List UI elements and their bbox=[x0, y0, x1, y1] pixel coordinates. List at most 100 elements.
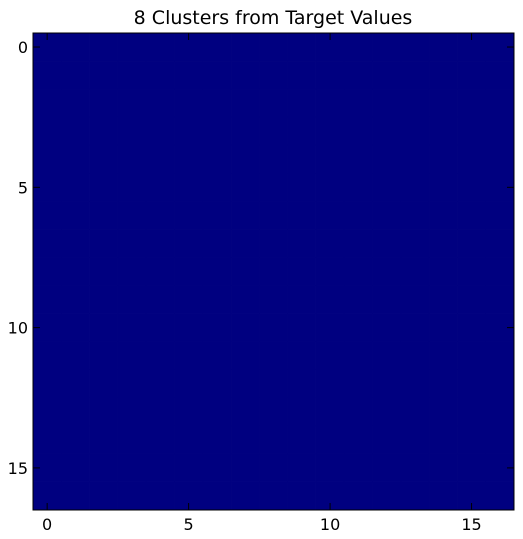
heatmap-cell bbox=[61, 144, 90, 174]
heatmap-cell bbox=[457, 201, 486, 230]
heatmap-cell bbox=[32, 116, 62, 146]
heatmap-cell bbox=[372, 425, 402, 455]
heatmap-cell bbox=[202, 285, 232, 314]
heatmap-cell bbox=[315, 60, 345, 90]
heatmap-cell bbox=[117, 201, 147, 230]
heatmap-cell bbox=[287, 116, 317, 146]
heatmap-cell bbox=[315, 173, 345, 202]
heatmap-cell bbox=[485, 201, 515, 230]
heatmap-cell bbox=[61, 425, 90, 455]
heatmap-cell bbox=[174, 285, 204, 314]
heatmap-cell bbox=[202, 88, 232, 118]
heatmap-cell bbox=[61, 173, 90, 202]
heatmap-cell bbox=[117, 341, 147, 370]
heatmap-cell bbox=[287, 144, 317, 174]
heatmap-cell bbox=[202, 32, 232, 62]
heatmap-cell bbox=[145, 60, 175, 90]
heatmap-cell bbox=[202, 341, 232, 370]
axis-tick-labels: 0 5 10 15 0 5 10 15 bbox=[8, 38, 482, 534]
heatmap-cell bbox=[202, 201, 232, 230]
heatmap-cell bbox=[400, 257, 430, 286]
heatmap-cell bbox=[287, 341, 317, 370]
heatmap-cell bbox=[428, 313, 458, 342]
heatmap-cell bbox=[174, 397, 204, 427]
heatmap-cell bbox=[32, 369, 62, 399]
heatmap-cell bbox=[117, 369, 147, 399]
heatmap-cell bbox=[287, 425, 317, 455]
heatmap-cell bbox=[400, 341, 430, 370]
heatmap-cell bbox=[457, 60, 486, 90]
heatmap-cell bbox=[32, 229, 62, 258]
heatmap-cell bbox=[202, 397, 232, 427]
heatmap-cell bbox=[315, 229, 345, 258]
heatmap-cell bbox=[400, 88, 430, 118]
heatmap-cell bbox=[343, 285, 373, 314]
heatmap-cell bbox=[315, 88, 345, 118]
heatmap-cell bbox=[457, 397, 486, 427]
heatmap-cell bbox=[343, 257, 373, 286]
heatmap-cell bbox=[287, 201, 317, 230]
heatmap-cell bbox=[117, 144, 147, 174]
heatmap-cell bbox=[230, 116, 260, 146]
heatmap-cell bbox=[287, 453, 317, 483]
heatmap-cell bbox=[61, 257, 90, 286]
heatmap-cell bbox=[428, 201, 458, 230]
heatmap-cell bbox=[259, 201, 288, 230]
heatmap-cell bbox=[174, 453, 204, 483]
heatmap-cell bbox=[287, 32, 317, 62]
heatmap-cell bbox=[89, 481, 119, 511]
x-axis-tick-label: 0 bbox=[42, 515, 52, 534]
heatmap-cell bbox=[202, 60, 232, 90]
heatmap-cell bbox=[61, 229, 90, 258]
heatmap-cell bbox=[485, 116, 515, 146]
heatmap-cell bbox=[145, 116, 175, 146]
heatmap-cell bbox=[428, 369, 458, 399]
heatmap-cell bbox=[400, 60, 430, 90]
heatmap-cell bbox=[61, 88, 90, 118]
heatmap-cell bbox=[61, 397, 90, 427]
heatmap-cell bbox=[89, 257, 119, 286]
heatmap-cell bbox=[174, 144, 204, 174]
heatmap-cell bbox=[89, 313, 119, 342]
heatmap-cell bbox=[117, 116, 147, 146]
heatmap-cell bbox=[202, 481, 232, 511]
heatmap-cell bbox=[485, 397, 515, 427]
heatmap-cell bbox=[117, 229, 147, 258]
heatmap-cell bbox=[485, 369, 515, 399]
heatmap-cell bbox=[32, 88, 62, 118]
heatmap-cell bbox=[202, 425, 232, 455]
heatmap-cell bbox=[32, 397, 62, 427]
heatmap-cell bbox=[457, 453, 486, 483]
heatmap-cell bbox=[89, 88, 119, 118]
heatmap-cell bbox=[259, 453, 288, 483]
heatmap-cell bbox=[457, 285, 486, 314]
heatmap-cell bbox=[89, 60, 119, 90]
heatmap-cell bbox=[230, 144, 260, 174]
heatmap-cell bbox=[400, 144, 430, 174]
heatmap-cell bbox=[372, 60, 402, 90]
heatmap-cell bbox=[485, 341, 515, 370]
heatmap-cell bbox=[287, 60, 317, 90]
heatmap-cell bbox=[372, 369, 402, 399]
heatmap-cell bbox=[202, 229, 232, 258]
heatmap-cell bbox=[230, 425, 260, 455]
heatmap-cell bbox=[400, 453, 430, 483]
heatmap-cell bbox=[145, 285, 175, 314]
heatmap-cell bbox=[202, 369, 232, 399]
heatmap-cell bbox=[372, 313, 402, 342]
heatmap-cell bbox=[117, 173, 147, 202]
heatmap-cell bbox=[400, 285, 430, 314]
heatmap-cell bbox=[428, 60, 458, 90]
heatmap-cell bbox=[287, 481, 317, 511]
heatmap-cell bbox=[89, 369, 119, 399]
heatmap-cell bbox=[230, 397, 260, 427]
heatmap-cell bbox=[343, 369, 373, 399]
heatmap-cell bbox=[202, 144, 232, 174]
heatmap-cell bbox=[287, 88, 317, 118]
heatmap-cell bbox=[89, 32, 119, 62]
heatmap-cell bbox=[259, 257, 288, 286]
heatmap-cell bbox=[485, 425, 515, 455]
x-axis-tick-label: 15 bbox=[461, 515, 481, 534]
heatmap-cell bbox=[202, 257, 232, 286]
heatmap-cell bbox=[485, 285, 515, 314]
